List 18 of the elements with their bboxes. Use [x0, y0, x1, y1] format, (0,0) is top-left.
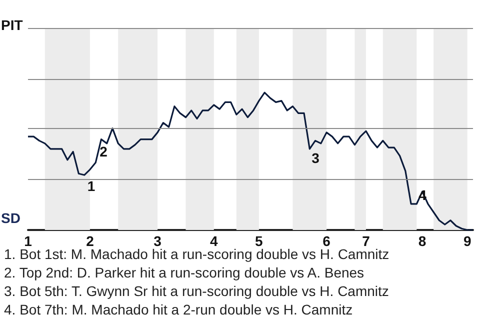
x-tick-label: 6: [322, 233, 331, 249]
text: 2. Top 2nd: D. Parker hit a run-scoring double vs A. Benes: [4, 264, 364, 280]
x-tick-label: 8: [418, 233, 426, 249]
x-tick-label: 9: [463, 233, 472, 249]
x-tick-label: 4: [210, 233, 218, 249]
text: 3. Bot 5th: T. Gwynn Sr hit a run-scoring double vs H. Camnitz: [4, 283, 389, 299]
annotation: 3: [312, 150, 320, 166]
annotation: 2: [100, 144, 108, 160]
x-tick-label: 3: [154, 233, 162, 249]
text: 4. Bot 7th: M. Machado hit a 2-run double vs H. Camnitz: [4, 302, 353, 318]
x-tick-label: 5: [255, 233, 264, 249]
x-tick-label: 2: [86, 233, 94, 249]
text: SD: [1, 210, 20, 226]
text: 1. Bot 1st: M. Machado hit a run-scoring double vs H. Camnitz: [4, 246, 390, 262]
text: PIT: [1, 17, 24, 33]
annotation: 1: [87, 178, 96, 194]
x-tick-label: 1: [24, 233, 32, 249]
x-tick-label: 7: [362, 233, 370, 249]
